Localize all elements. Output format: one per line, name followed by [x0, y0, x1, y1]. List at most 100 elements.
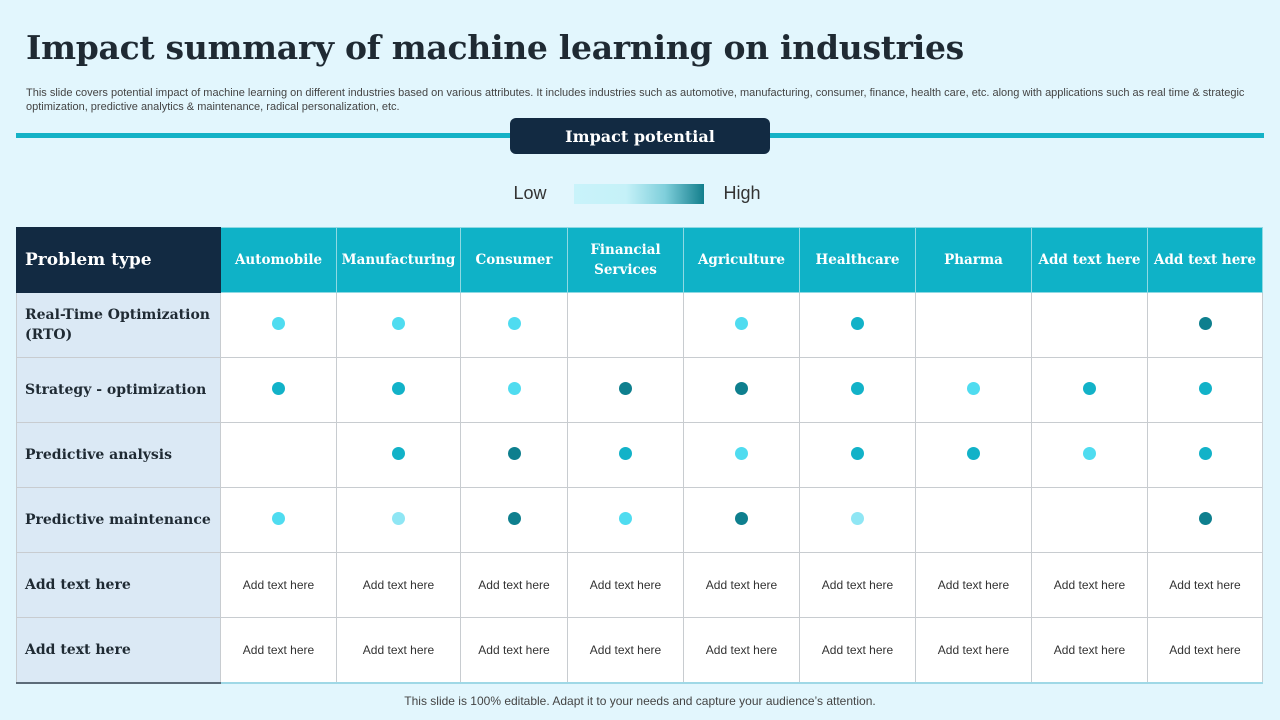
impact-dot-icon [392, 317, 405, 330]
column-header: Automobile [220, 227, 337, 293]
table-cell [220, 487, 337, 553]
table-cell [683, 422, 800, 488]
table-row: Strategy - optimization [16, 357, 1263, 423]
table-cell: Add text here [1031, 552, 1148, 618]
impact-legend: Low High [0, 183, 1280, 204]
table-cell [1031, 357, 1148, 423]
table-cell: Add text here [799, 617, 916, 684]
table-cell [799, 292, 916, 358]
table-cell [1031, 487, 1148, 553]
impact-dot-icon [507, 512, 521, 525]
impact-dot-icon [851, 512, 864, 525]
table-cell [220, 292, 337, 358]
table-cell: Add text here [683, 552, 800, 618]
impact-dot-icon [272, 317, 285, 330]
impact-dot-icon [967, 382, 980, 395]
impact-dot-icon [507, 317, 521, 330]
table-row: Predictive analysis [16, 422, 1263, 488]
table-cell [460, 357, 568, 423]
impact-dot-icon [735, 382, 748, 395]
impact-dot-icon [735, 512, 748, 525]
column-header: Manufacturing [336, 227, 461, 293]
impact-dot-icon [851, 382, 864, 395]
table-cell [567, 487, 684, 553]
table-cell: Add text here [1147, 552, 1263, 618]
table-cell [220, 422, 337, 488]
table-cell [567, 422, 684, 488]
table-cell [336, 357, 461, 423]
table-cell: Add text here [220, 617, 337, 684]
table-cell [799, 357, 916, 423]
table-cell [336, 487, 461, 553]
table-cell [336, 292, 461, 358]
table-cell [460, 422, 568, 488]
table-cell: Add text here [683, 617, 800, 684]
column-header: Add text here [1147, 227, 1263, 293]
impact-dot-icon [1198, 382, 1212, 395]
column-header-problem-type: Problem type [16, 227, 221, 293]
column-header: Add text here [1031, 227, 1148, 293]
table-row: Add text here Add text here Add text here A… [16, 552, 1263, 618]
impact-dot-icon [735, 317, 748, 330]
table-cell [567, 357, 684, 423]
table-cell [1147, 292, 1263, 358]
table-cell [683, 487, 800, 553]
row-header: Add text here [16, 552, 221, 618]
impact-dot-icon [1083, 447, 1096, 460]
table-cell: Add text here [460, 617, 568, 684]
legend-low-label: Low [513, 183, 547, 203]
column-header: Financial Services [567, 227, 684, 293]
table-cell [1147, 422, 1263, 488]
row-header: Predictive maintenance [16, 487, 221, 553]
legend-gradient-bar [573, 183, 704, 204]
impact-dot-icon [272, 512, 285, 525]
table-cell: Add text here [1031, 617, 1148, 684]
impact-dot-icon [507, 382, 521, 395]
table-cell: Add text here [336, 617, 461, 684]
table-row: Add text here Add text here Add text here A… [16, 617, 1263, 684]
table-header-row: Problem type Automobile Manufacturing Co… [16, 227, 1263, 293]
row-header: Real-Time Optimization (RTO) [16, 292, 221, 358]
table-row: Real-Time Optimization (RTO) [16, 292, 1263, 358]
table-cell: Add text here [567, 617, 684, 684]
table-cell: Add text here [915, 617, 1032, 684]
table-cell: Add text here [915, 552, 1032, 618]
table-cell [1147, 487, 1263, 553]
impact-dot-icon [619, 512, 632, 525]
impact-dot-icon [619, 447, 632, 460]
impact-dot-icon [619, 382, 632, 395]
impact-dot-icon [272, 382, 285, 395]
impact-dot-icon [392, 382, 405, 395]
column-header: Consumer [460, 227, 568, 293]
impact-dot-icon [1198, 447, 1212, 460]
impact-dot-icon [735, 447, 748, 460]
table-cell [1147, 357, 1263, 423]
table-cell [683, 292, 800, 358]
row-header: Strategy - optimization [16, 357, 221, 423]
table-row: Predictive maintenance [16, 487, 1263, 553]
footer-note: This slide is 100% editable. Adapt it to… [404, 694, 876, 708]
impact-dot-icon [392, 447, 405, 460]
page-title: Impact summary of machine learning on in… [26, 28, 964, 67]
table-cell [799, 422, 916, 488]
legend-high-label: High [723, 183, 761, 203]
column-header: Healthcare [799, 227, 916, 293]
impact-dot-icon [1198, 317, 1212, 330]
table-cell: Add text here [799, 552, 916, 618]
table-cell [915, 422, 1032, 488]
table-cell [460, 292, 568, 358]
table-cell [1031, 292, 1148, 358]
impact-potential-banner: Impact potential [510, 118, 770, 154]
table-cell [915, 357, 1032, 423]
impact-dot-icon [507, 447, 521, 460]
table-cell [683, 357, 800, 423]
table-cell [915, 292, 1032, 358]
table-cell: Add text here [1147, 617, 1263, 684]
impact-dot-icon [1198, 512, 1212, 525]
table-cell [799, 487, 916, 553]
table-cell [1031, 422, 1148, 488]
impact-dot-icon [851, 447, 864, 460]
table-cell [915, 487, 1032, 553]
table-cell [336, 422, 461, 488]
table-cell: Add text here [567, 552, 684, 618]
